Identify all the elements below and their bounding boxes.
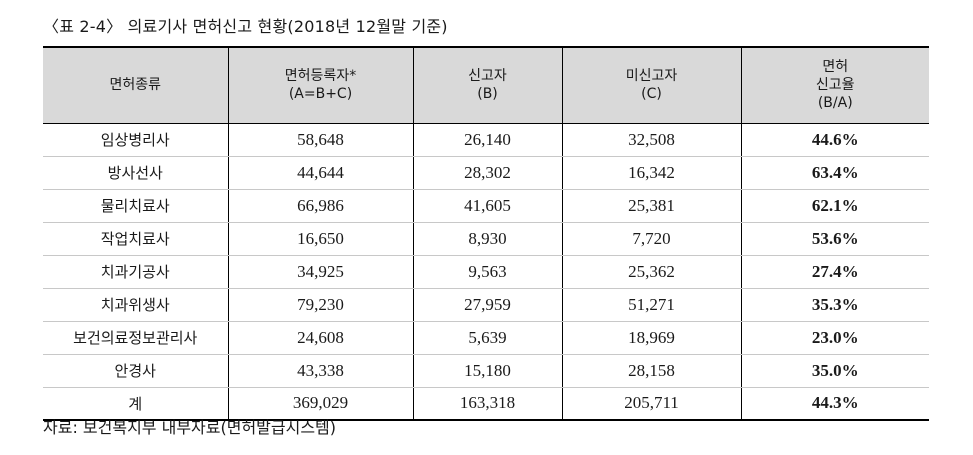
cell-license-type: 계 (43, 387, 229, 421)
cell-not-reported: 18,969 (561, 321, 742, 355)
table-row: 안경사 43,338 15,180 28,158 35.0% (43, 354, 929, 388)
table-title: 〈표 2-4〉 의료기사 면허신고 현황(2018년 12월말 기준) (43, 17, 448, 36)
cell-not-reported: 25,381 (561, 189, 742, 223)
cell-report-rate: 63.4% (740, 156, 929, 190)
table-row: 물리치료사 66,986 41,605 25,381 62.1% (43, 189, 929, 223)
cell-report-rate: 44.3% (740, 387, 929, 421)
cell-license-type: 치과위생사 (43, 288, 229, 322)
cell-registered: 34,925 (227, 255, 414, 289)
table-row: 보건의료정보관리사 24,608 5,639 18,969 23.0% (43, 321, 929, 355)
cell-license-type: 보건의료정보관리사 (43, 321, 229, 355)
cell-report-rate: 53.6% (740, 222, 929, 256)
table-row: 방사선사 44,644 28,302 16,342 63.4% (43, 156, 929, 190)
header-line: 면허등록자* (284, 68, 357, 85)
cell-reported: 26,140 (412, 123, 563, 157)
header-line: 신고자 (468, 68, 507, 85)
cell-reported: 8,930 (412, 222, 563, 256)
header-report-rate: 면허 신고율 (B/A) (740, 46, 929, 124)
cell-reported: 9,563 (412, 255, 563, 289)
cell-reported: 27,959 (412, 288, 563, 322)
cell-not-reported: 51,271 (561, 288, 742, 322)
cell-registered: 24,608 (227, 321, 414, 355)
cell-not-reported: 205,711 (561, 387, 742, 421)
header-line: (B) (477, 86, 498, 103)
cell-reported: 28,302 (412, 156, 563, 190)
cell-not-reported: 7,720 (561, 222, 742, 256)
cell-report-rate: 35.3% (740, 288, 929, 322)
cell-registered: 369,029 (227, 387, 414, 421)
cell-registered: 79,230 (227, 288, 414, 322)
total-row: 계 369,029 163,318 205,711 44.3% (43, 387, 929, 421)
cell-reported: 15,180 (412, 354, 563, 388)
cell-reported: 163,318 (412, 387, 563, 421)
cell-report-rate: 44.6% (740, 123, 929, 157)
cell-not-reported: 32,508 (561, 123, 742, 157)
cell-not-reported: 16,342 (561, 156, 742, 190)
cell-registered: 43,338 (227, 354, 414, 388)
cell-report-rate: 35.0% (740, 354, 929, 388)
cell-reported: 5,639 (412, 321, 563, 355)
header-line: 면허종류 (109, 77, 162, 94)
header-line: (A=B+C) (288, 86, 353, 103)
header-row: 면허종류 면허등록자* (A=B+C) 신고자 (B) 미신고자 (C) 면허 … (43, 46, 929, 124)
cell-registered: 16,650 (227, 222, 414, 256)
header-line: 미신고자 (625, 68, 678, 85)
header-line: 면허 (822, 59, 849, 76)
cell-license-type: 안경사 (43, 354, 229, 388)
cell-registered: 58,648 (227, 123, 414, 157)
header-not-reported: 미신고자 (C) (561, 46, 742, 124)
cell-license-type: 물리치료사 (43, 189, 229, 223)
table-row: 임상병리사 58,648 26,140 32,508 44.6% (43, 123, 929, 157)
cell-license-type: 임상병리사 (43, 123, 229, 157)
cell-license-type: 방사선사 (43, 156, 229, 190)
cell-license-type: 작업치료사 (43, 222, 229, 256)
cell-report-rate: 27.4% (740, 255, 929, 289)
header-line: (C) (641, 86, 662, 103)
cell-report-rate: 23.0% (740, 321, 929, 355)
header-reported: 신고자 (B) (412, 46, 563, 124)
header-line: (B/A) (817, 95, 853, 112)
cell-report-rate: 62.1% (740, 189, 929, 223)
cell-reported: 41,605 (412, 189, 563, 223)
header-line: 신고율 (815, 77, 855, 94)
cell-registered: 44,644 (227, 156, 414, 190)
table-row: 치과위생사 79,230 27,959 51,271 35.3% (43, 288, 929, 322)
header-license-type: 면허종류 (43, 46, 229, 124)
table-row: 치과기공사 34,925 9,563 25,362 27.4% (43, 255, 929, 289)
cell-not-reported: 25,362 (561, 255, 742, 289)
cell-registered: 66,986 (227, 189, 414, 223)
table-row: 작업치료사 16,650 8,930 7,720 53.6% (43, 222, 929, 256)
license-report-table: 면허종류 면허등록자* (A=B+C) 신고자 (B) 미신고자 (C) 면허 … (43, 46, 929, 421)
header-registered: 면허등록자* (A=B+C) (227, 46, 414, 124)
cell-not-reported: 28,158 (561, 354, 742, 388)
source-note: 자료: 보건복지부 내부자료(면허발급시스템) (43, 418, 337, 437)
cell-license-type: 치과기공사 (43, 255, 229, 289)
